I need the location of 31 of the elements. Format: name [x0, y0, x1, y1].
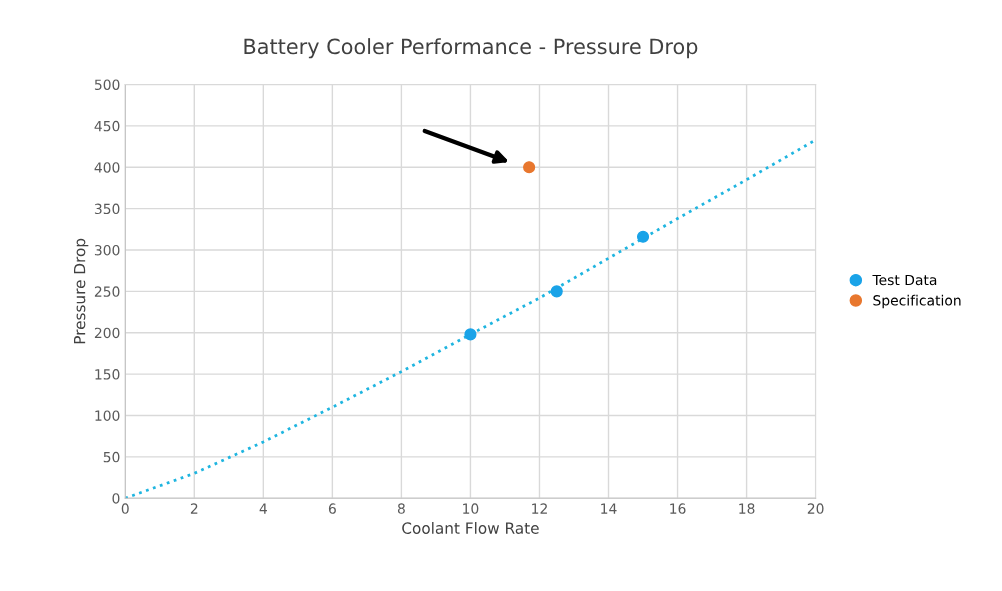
point [464, 328, 477, 341]
x-tick-label: 6 [328, 503, 336, 514]
y-tick-label: 350 [94, 203, 120, 215]
x-tick-label: 8 [397, 503, 405, 514]
x-tick-label: 4 [259, 503, 267, 514]
y-axis-title: Pressure Drop [74, 238, 89, 344]
y-tick-label: 250 [94, 286, 120, 297]
y-tick-label: 100 [95, 410, 120, 421]
y-tick-label: 450 [94, 120, 120, 132]
y-tick-label: 200 [94, 327, 120, 339]
y-tick-label: 50 [103, 451, 120, 463]
x-tick-label: 16 [670, 503, 686, 514]
x-tick-label: 18 [739, 503, 755, 514]
x-tick-label: 2 [190, 503, 198, 514]
x-tick-label: 20 [807, 503, 824, 514]
point [550, 285, 563, 298]
x-tick-label: 0 [121, 503, 129, 514]
y-tick-label: 150 [95, 369, 120, 380]
x-axis-title: Coolant Flow Rate [402, 522, 539, 534]
x-tick-label: 14 [601, 503, 617, 514]
point [636, 230, 650, 243]
point [523, 161, 536, 174]
chart-title: Battery Cooler Performance - Pressure Drop [244, 38, 698, 59]
legend-label: Specification [873, 294, 961, 309]
y-tick-label: 300 [94, 244, 120, 256]
legend-label: Test Data [872, 274, 937, 286]
y-tick-label: 400 [94, 162, 120, 173]
y-tick-label: 500 [94, 79, 120, 90]
x-tick-label: 12 [532, 503, 547, 514]
x-tick-label: 10 [463, 503, 479, 514]
y-tick-label: 0 [112, 493, 120, 504]
